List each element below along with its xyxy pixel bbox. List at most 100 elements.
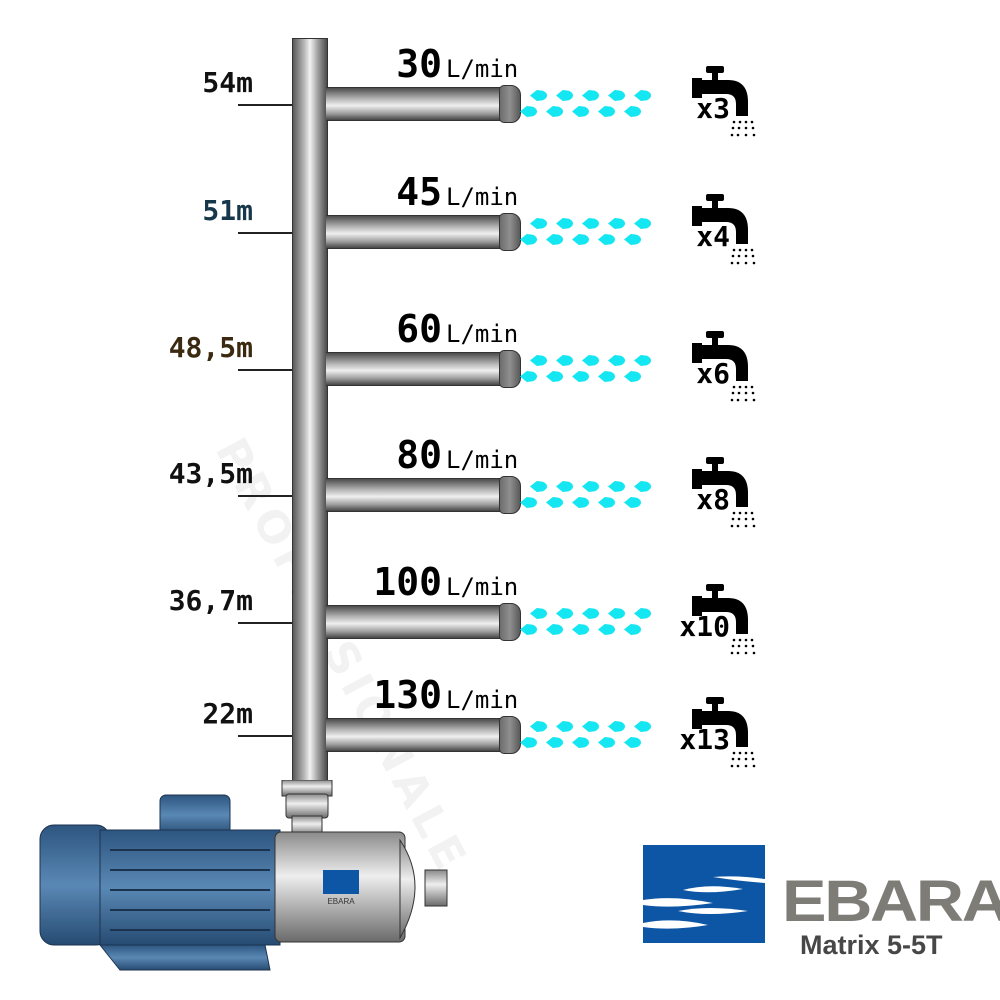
pipe-end-cap <box>499 85 521 123</box>
water-drop-icon <box>624 497 641 508</box>
flow-rate-label: 45 L/min <box>360 170 560 214</box>
height-marker-line <box>238 369 292 371</box>
branch-pipe <box>326 352 506 386</box>
height-label: 22m <box>202 697 253 730</box>
height-label: 54m <box>202 66 253 99</box>
water-drop-icon <box>546 234 563 245</box>
water-drop-icon <box>520 737 537 748</box>
pump-illustration: EBARA <box>39 780 448 971</box>
height-label: 51m <box>202 194 253 227</box>
water-drop-icon <box>598 497 615 508</box>
pipe-end-cap <box>499 350 521 388</box>
water-drop-icon <box>556 608 573 619</box>
pipe-end-cap <box>499 716 521 754</box>
pipe-end-cap <box>499 603 521 641</box>
water-drop-icon <box>624 737 641 748</box>
water-drop-icon <box>556 481 573 492</box>
flow-rate-unit: L/min <box>446 55 519 83</box>
branch-pipe <box>326 605 506 639</box>
water-drop-icon <box>598 106 615 117</box>
water-drop-icon <box>546 106 563 117</box>
water-drop-icon <box>556 721 573 732</box>
faucet-icon <box>688 455 758 535</box>
height-marker-line <box>238 495 292 497</box>
faucet-icon <box>688 329 758 409</box>
brand-name: EBARA <box>782 869 1000 934</box>
water-drop-icon <box>598 737 615 748</box>
faucet-icon <box>688 582 758 662</box>
water-drop-icon <box>520 497 537 508</box>
tap-count: x8 <box>696 483 730 516</box>
water-drop-icon <box>520 371 537 382</box>
water-drop-icon <box>582 90 599 101</box>
pump-model: Matrix 5-5T <box>800 930 943 960</box>
water-drop-icon <box>608 721 625 732</box>
tap-count: x4 <box>696 220 730 253</box>
water-drop-icon <box>598 624 615 635</box>
height-marker-line <box>238 104 292 106</box>
height-marker-line <box>238 232 292 234</box>
branch-pipe <box>326 215 506 249</box>
branch-pipe <box>326 718 506 752</box>
flow-rate-label: 100 L/min <box>360 560 560 604</box>
water-drop-icon <box>530 355 547 366</box>
water-drop-icon <box>530 608 547 619</box>
water-drop-icon <box>530 481 547 492</box>
water-drop-icon <box>556 90 573 101</box>
flow-rate-unit: L/min <box>446 446 519 474</box>
water-drop-icon <box>608 608 625 619</box>
water-drop-icon <box>572 234 589 245</box>
flow-rate-value: 30 <box>396 42 442 86</box>
water-drop-icon <box>546 624 563 635</box>
height-marker-line <box>238 735 292 737</box>
pipe-end-cap <box>499 213 521 251</box>
water-drop-icon <box>546 371 563 382</box>
water-drop-icon <box>634 608 651 619</box>
water-drop-icon <box>520 624 537 635</box>
tap-count: x6 <box>696 357 730 390</box>
water-drop-icon <box>572 106 589 117</box>
branch-pipe <box>326 478 506 512</box>
flow-rate-value: 45 <box>396 170 442 214</box>
water-drop-icon <box>582 608 599 619</box>
flow-rate-label: 30 L/min <box>360 42 560 86</box>
flow-rate-value: 130 <box>373 673 442 717</box>
tap-count: x13 <box>679 723 730 756</box>
water-drop-icon <box>634 218 651 229</box>
tap-count: x10 <box>679 610 730 643</box>
water-drop-icon <box>634 90 651 101</box>
water-drop-icon <box>546 737 563 748</box>
water-drop-icon <box>572 624 589 635</box>
pipe-end-cap <box>499 476 521 514</box>
flow-rate-label: 60 L/min <box>360 307 560 351</box>
water-drop-icon <box>572 371 589 382</box>
flow-rate-unit: L/min <box>446 573 519 601</box>
water-drop-icon <box>520 234 537 245</box>
water-drop-icon <box>624 106 641 117</box>
water-drop-icon <box>598 234 615 245</box>
tap-count: x3 <box>696 92 730 125</box>
water-drop-icon <box>582 721 599 732</box>
water-drop-icon <box>634 721 651 732</box>
height-label: 36,7m <box>168 584 253 617</box>
flow-rate-value: 100 <box>373 560 442 604</box>
branch-pipe <box>326 87 506 121</box>
water-drop-icon <box>608 90 625 101</box>
water-drop-icon <box>608 355 625 366</box>
flow-rate-unit: L/min <box>446 320 519 348</box>
water-drop-icon <box>608 218 625 229</box>
water-drop-icon <box>634 355 651 366</box>
water-drop-icon <box>520 106 537 117</box>
pump-badge: EBARA <box>327 897 355 906</box>
water-drop-icon <box>572 737 589 748</box>
water-drop-icon <box>624 234 641 245</box>
water-drop-icon <box>572 497 589 508</box>
water-drop-icon <box>608 481 625 492</box>
flow-rate-label: 130 L/min <box>360 673 560 717</box>
vertical-riser-pipe <box>292 38 328 783</box>
flow-rate-value: 60 <box>396 307 442 351</box>
water-drop-icon <box>546 497 563 508</box>
faucet-icon <box>688 192 758 272</box>
water-drop-icon <box>598 371 615 382</box>
